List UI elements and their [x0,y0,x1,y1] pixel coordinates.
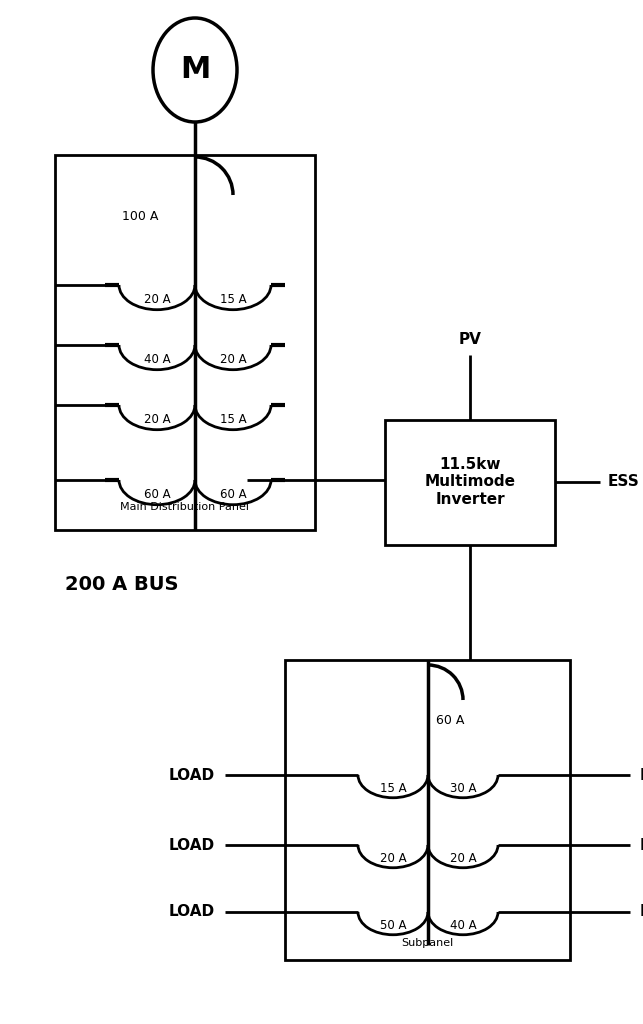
Text: 20 A: 20 A [143,293,170,306]
Text: LOAD: LOAD [169,768,215,782]
Bar [385,420,555,545]
Text: 15 A: 15 A [220,293,246,306]
Text: 40 A: 40 A [143,353,170,366]
Text: 20 A: 20 A [143,413,170,426]
Text: 40 A: 40 A [449,919,476,932]
Text: 30 A: 30 A [449,782,476,795]
Bar [285,660,570,961]
Text: 50 A: 50 A [380,919,406,932]
Text: Main Distribution Panel: Main Distribution Panel [120,502,249,512]
Text: LOAD: LOAD [169,904,215,920]
Text: M: M [180,55,210,85]
Text: 60 A: 60 A [220,488,246,501]
Text: 15 A: 15 A [379,782,406,795]
Text: 200 A BUS: 200 A BUS [65,575,179,594]
Text: LOAD: LOAD [169,838,215,853]
Text: 11.5kw
Multimode
Inverter: 11.5kw Multimode Inverter [424,457,516,507]
Text: 20 A: 20 A [220,353,246,366]
Text: 60 A: 60 A [143,488,170,501]
Text: LOAD: LOAD [640,904,643,920]
Text: 20 A: 20 A [449,852,476,865]
Text: LOAD: LOAD [640,768,643,782]
Text: ESS: ESS [608,474,640,489]
Text: 100 A: 100 A [122,210,158,223]
Bar [55,155,315,530]
Text: 15 A: 15 A [220,413,246,426]
Text: LOAD: LOAD [640,838,643,853]
Text: 60 A: 60 A [436,714,464,727]
Text: PV: PV [458,332,482,347]
Text: 20 A: 20 A [379,852,406,865]
Text: Subpanel: Subpanel [401,938,453,948]
